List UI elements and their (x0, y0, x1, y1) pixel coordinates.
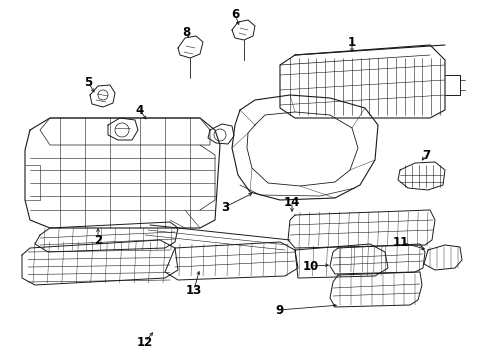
Text: 14: 14 (284, 195, 300, 208)
Text: 7: 7 (422, 149, 430, 162)
Text: 13: 13 (186, 284, 202, 297)
Text: 8: 8 (182, 26, 190, 39)
Text: 1: 1 (348, 36, 356, 49)
Text: 11: 11 (393, 235, 409, 248)
Text: 4: 4 (136, 104, 144, 117)
Text: 12: 12 (137, 336, 153, 348)
Text: 2: 2 (94, 234, 102, 247)
Text: 6: 6 (231, 8, 239, 21)
Text: 9: 9 (275, 303, 283, 316)
Text: 10: 10 (303, 260, 319, 273)
Text: 5: 5 (84, 76, 92, 89)
Text: 3: 3 (221, 201, 229, 213)
